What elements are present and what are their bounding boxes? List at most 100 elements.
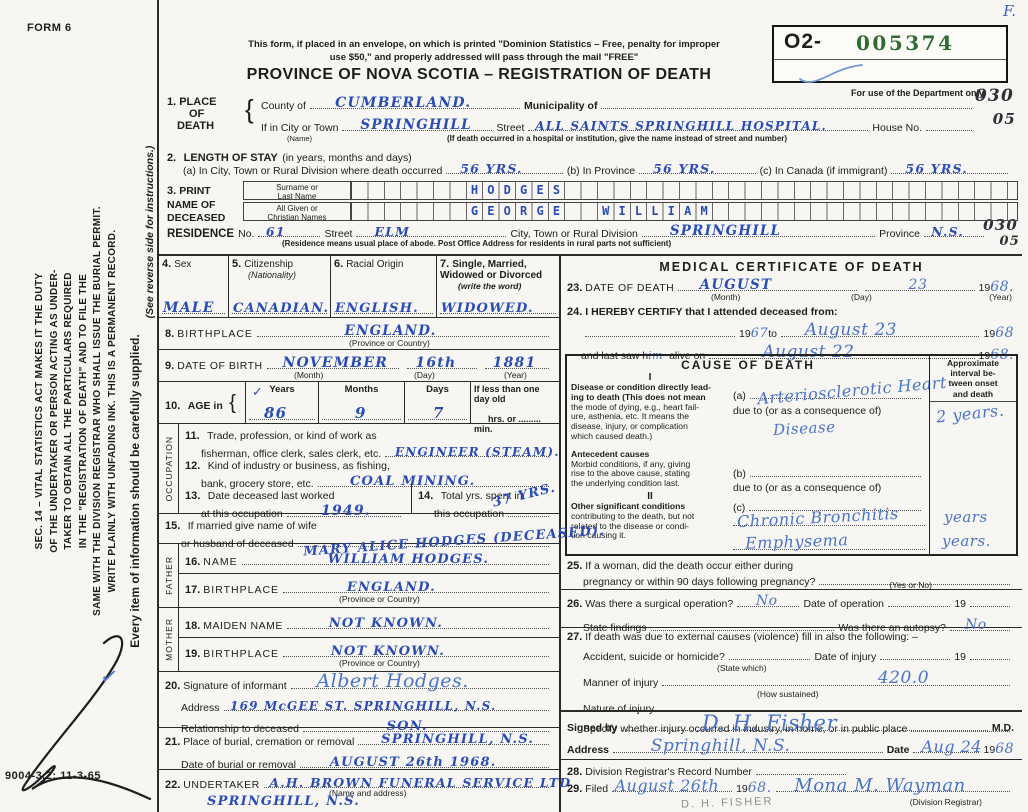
street-value: ALL SAINTS SPRINGHILL HOSPITAL. [535,119,827,133]
field-mother-birthplace: 19. BIRTHPLACE NOT KNOWN. (Province or C… [179,638,559,671]
city-value: SPRINGHILL [360,117,472,133]
pencil-name-note: D. H. FISHER [680,795,774,811]
marital-label2: Widowed or Divorced [440,270,543,281]
death-label: DEATH [177,120,215,133]
manner-value: 420.0 [877,668,930,688]
residence-city-line: SPRINGHILL [641,223,876,239]
father-group: FATHER 16. NAME WILLIAM HODGES. [159,544,559,608]
field-external-causes: 27. If death was due to external causes … [561,628,1022,735]
undertaker-label: UNDERTAKER [183,779,260,791]
stay-a-value: 56 YRS. [460,161,523,176]
county-line: CUMBERLAND. [309,95,520,111]
physician-addr-value: Springhill, N.S. [650,736,791,756]
father-name-line: WILLIAM HODGES. [241,552,549,567]
print-name-label1: PRINT NAME [167,185,211,211]
cause-title: CAUSE OF DEATH [681,358,815,372]
physician-signature: D. H. Fisher [701,711,838,735]
burial-date-label: Date of burial or removal [181,759,296,771]
cause-part2-entry: Chronic Bronchitis Emphysema [733,504,925,553]
age-months-value: 9 [355,404,367,422]
dob-year-line: 1881 [485,355,549,371]
of-label: OF [189,108,205,121]
field-operation: 26. Was there a surgical operation? No D… [561,590,1022,634]
field-industry: 12. Kind of industry or business, as fis… [179,454,559,490]
residence-city-value: SPRINGHILL [669,223,782,239]
informant-sig-line: Albert Hodges. [290,670,549,692]
length-of-stay-label: LENGTH OF STAY [183,152,278,164]
cause-c-line [749,498,921,511]
racial-origin-label: Racial Origin [346,259,404,270]
stay-a-line: 56 YRS. [446,161,563,176]
informant-rel-line: SON. [302,719,549,734]
certify-to-line: August 23 [781,320,980,340]
pregnancy-sub: (Yes or No) [889,580,932,590]
house-no-line [926,118,972,131]
residence-no-value: 61 [265,224,286,239]
field-number: 1. [167,96,177,108]
form-columns: 4. Sex MALE 5. Citizenship (Nationality) C… [159,254,1022,812]
dept-code-030: 030 [974,86,1014,106]
how-sustained-sub: (How sustained) [757,689,819,699]
field-date-of-birth: 9. DATE OF BIRTH NOVEMBER 16th 1881 (Mon… [159,350,559,382]
burial-date-line: AUGUST 26th 1968. [299,755,549,770]
cause-b-line [749,464,921,477]
birthplace-value: ENGLAND. [344,323,437,339]
mother-maiden-label: MAIDEN NAME [203,620,283,632]
citizenship-sub: (Nationality) [248,270,297,280]
sex-value: MALE [163,300,215,316]
registrar-record-label: Division Registrar's Record Number [585,766,752,778]
age-years-value: 86 [264,404,288,422]
physician-year-value: 68 [995,741,1014,757]
cause-part2-text: Other significant conditions contributin… [571,500,695,541]
surname-grid-row: Surname or Last Name HODGES [243,181,1018,201]
field-physician-address: Address Springhill, N.S. Date Aug 24 19 … [561,736,1022,760]
section-print-name: 3. PRINT NAME OF DECEASED Surname or Last… [165,181,1018,224]
age-label: AGE in [187,400,223,412]
municipality-label: Municipality of [523,100,598,112]
residence-province-label: Province [879,228,920,240]
interval-p2-value1: years [944,508,988,526]
surname-letters: HODGES [356,183,570,197]
certify-to-value: August 23 [804,320,897,340]
cause-a-line: Arteriosclerotic Heart [749,373,947,408]
street-line: ALL SAINTS SPRINGHILL HOSPITAL. [528,118,869,133]
residence-code-05: 05 [999,234,1020,249]
industry-line: COAL MINING. [317,474,549,489]
certify-label: I HEREBY CERTIFY that I attended decease… [585,306,838,318]
operation-date-label: Date of operation [803,598,885,610]
stay-c-label: (c) In Canada (if immigrant) [759,165,888,177]
residence-label: RESIDENCE [167,228,235,240]
municipality-line [601,96,972,109]
medical-title: MEDICAL CERTIFICATE OF DEATH [659,260,924,274]
cause-part1-text: Disease or condition directly lead- ing … [571,382,711,441]
part2-value2: Emphysema [744,530,849,553]
informant-addr-label: Address [181,702,220,714]
filed-date-line: August 26th [612,776,733,795]
undertaker-line: A.H. BROWN FUNERAL SERVICE LTD [263,775,570,790]
serial-prefix: O2- [784,30,823,53]
brace-glyph: { [245,94,254,124]
physician-date-label: Date [886,744,910,756]
place-label: PLACE [179,96,217,108]
father-name-label: NAME [203,556,238,568]
field-trade: 11. Trade, profession, or kind of work a… [185,430,560,460]
notice-line: WRITE PLAINLY WITH UNFADING INK. THIS IS… [106,229,118,593]
birthplace-label: BIRTHPLACE [177,328,253,340]
field-age: 10. AGE in { Years ✓ 86 Months 9 [159,382,559,434]
print-name-label2: OF DECEASED [167,198,226,224]
mother-group: MOTHER 18. MAIDEN NAME NOT KNOWN. [159,608,559,672]
part2-line1: Chronic Bronchitis [733,504,925,531]
certify-last-line: August 22 [709,342,975,362]
certify-from-year: 67 [750,326,769,341]
dod-label: DATE OF DEATH [585,282,675,294]
informant-rel-label: Relationship to deceased [181,723,299,735]
field-undertaker: 22. UNDERTAKER A.H. BROWN FUNERAL SERVIC… [165,775,572,809]
burial-place-value: SPRINGHILL, N.S. [381,732,535,747]
marital-sub: (write the word) [458,281,522,291]
interval-header: Approximate interval be- tween onset and… [947,358,999,399]
field-number: 2. [167,152,177,164]
field-total-years: 14. Total yrs. spent in this occupation … [411,480,559,520]
dob-year-value: 1881 [492,355,537,371]
field-mother-maiden: 18. MAIDEN NAME NOT KNOWN. [179,608,559,638]
birthplace-sub: (Province or Country) [349,338,430,348]
